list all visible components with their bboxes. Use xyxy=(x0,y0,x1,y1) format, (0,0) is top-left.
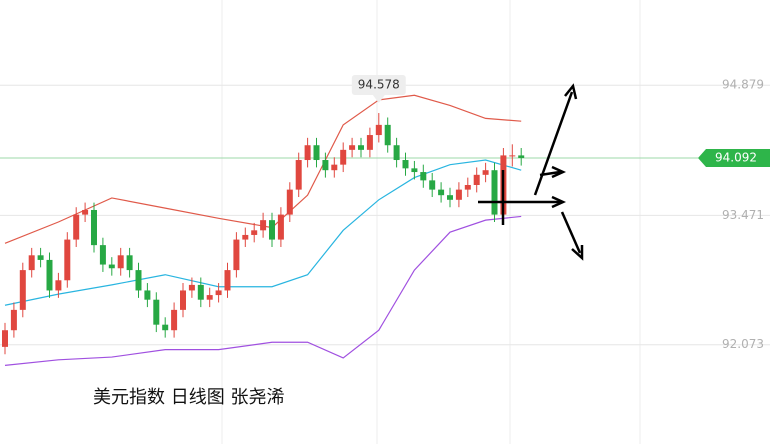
peak-label: 94.578 xyxy=(358,78,400,92)
peak-label-pointer xyxy=(372,95,385,104)
y-tick-label: 94.879 xyxy=(722,78,764,92)
candle-body xyxy=(304,145,311,161)
candle-body xyxy=(64,239,71,281)
candle-body xyxy=(99,245,106,265)
candle-body xyxy=(188,284,195,291)
y-tick-label: 93.471 xyxy=(722,208,764,222)
candle-body xyxy=(233,239,240,271)
candle-body xyxy=(455,189,462,200)
y-tick-label: 92.073 xyxy=(722,337,764,351)
candle-body xyxy=(180,290,186,310)
candle-body xyxy=(482,170,489,175)
candle-body xyxy=(366,135,373,150)
candle-body xyxy=(473,174,480,185)
grid-vertical xyxy=(221,0,641,444)
candle-body xyxy=(518,155,525,158)
candle-body xyxy=(135,270,142,291)
peak-label-box xyxy=(351,75,406,96)
candle-body xyxy=(46,259,53,291)
candle-body xyxy=(438,189,445,196)
candle-body xyxy=(2,330,8,347)
candle-body xyxy=(420,172,427,181)
candle-body xyxy=(153,299,160,325)
candle-body xyxy=(215,290,222,296)
candle-body xyxy=(277,214,284,240)
candle-body xyxy=(171,309,178,331)
candle-body xyxy=(509,155,516,157)
candle-body xyxy=(358,145,364,150)
annotation-arrows xyxy=(478,83,584,261)
candle-body xyxy=(55,280,62,291)
candle-body xyxy=(464,185,471,190)
candle-body xyxy=(295,160,302,190)
candle-body xyxy=(447,195,453,200)
candle-body xyxy=(242,234,249,240)
candle-body xyxy=(37,255,44,260)
candle-body xyxy=(349,145,356,150)
candle-body xyxy=(286,189,293,215)
candle-body xyxy=(384,124,391,146)
candle-body xyxy=(19,270,26,310)
candle-body xyxy=(491,170,498,215)
candle-body xyxy=(331,164,338,171)
plot: 92.073 93.471 94.879 xyxy=(0,78,770,366)
candle-body xyxy=(313,145,320,161)
candle-body xyxy=(126,255,133,271)
candle-body xyxy=(224,270,231,291)
candle-body xyxy=(144,290,151,300)
candle-body xyxy=(162,324,169,331)
candle-body xyxy=(28,255,35,271)
candle-body xyxy=(269,220,275,240)
candle-body xyxy=(375,124,382,136)
band-line xyxy=(4,215,522,366)
last-price-label: 94.092 xyxy=(715,150,757,164)
candle-body xyxy=(393,145,400,161)
candle-body xyxy=(91,209,97,246)
candle-body xyxy=(340,149,347,165)
last-price-box xyxy=(698,148,770,167)
candle-body xyxy=(429,180,436,190)
candle-body xyxy=(206,295,213,300)
band-line xyxy=(4,159,522,306)
candle-body xyxy=(260,220,267,231)
candle-body xyxy=(251,230,258,235)
candle-body xyxy=(73,214,80,240)
candle-body xyxy=(10,309,17,331)
candle-body xyxy=(108,264,115,269)
candle-body xyxy=(82,209,89,215)
candle-body xyxy=(411,168,418,173)
candle-body xyxy=(117,255,124,269)
candle-body xyxy=(322,160,329,171)
candle-body xyxy=(197,284,204,300)
band-line xyxy=(4,94,522,244)
chart-title: 美元指数 日线图 张尧浠 xyxy=(93,387,284,408)
candle-body xyxy=(402,160,409,169)
